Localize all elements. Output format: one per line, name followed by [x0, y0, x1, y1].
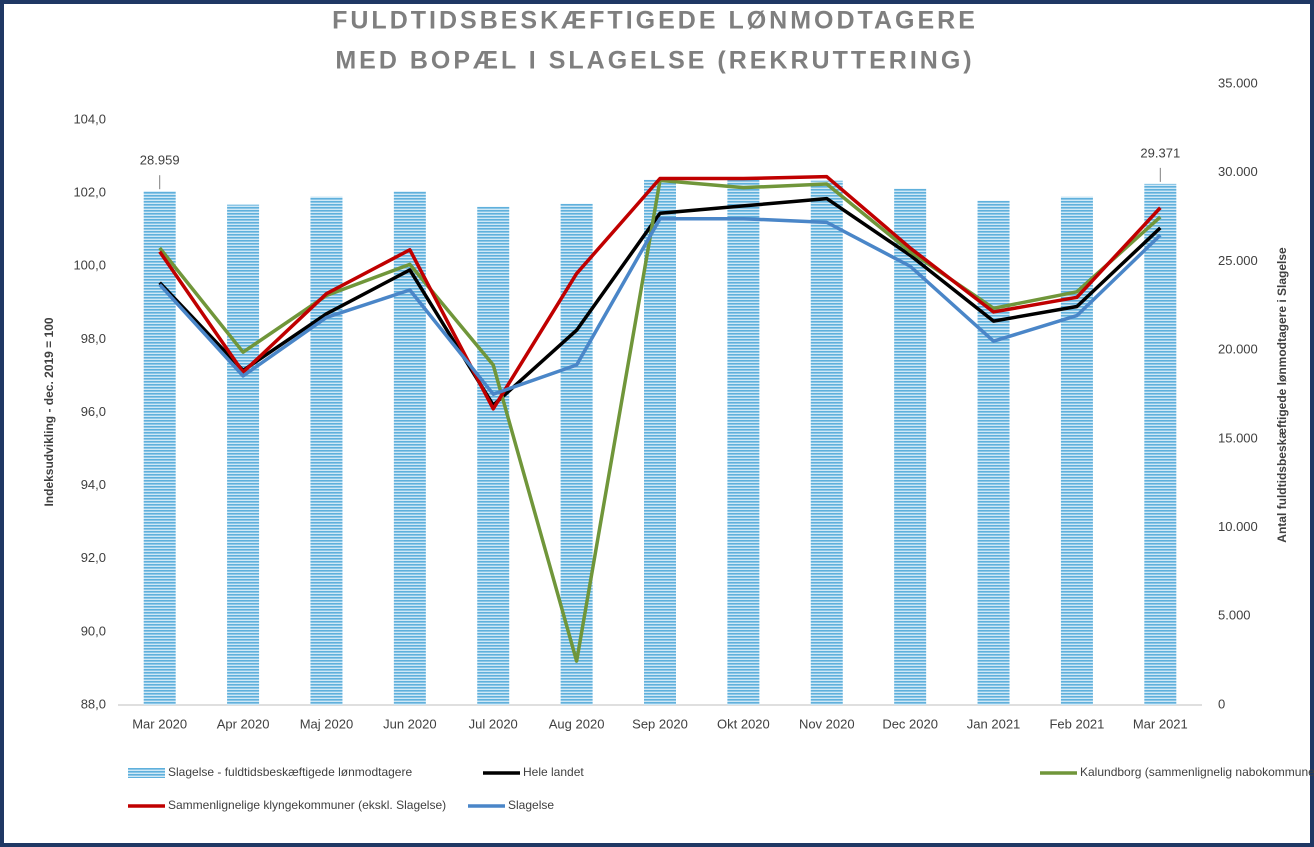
legend-label: Kalundborg (sammenlignelig nabokommune) — [1080, 765, 1314, 779]
data-label: 28.959 — [140, 153, 180, 168]
y2-tick-label: 20.000 — [1218, 342, 1258, 357]
y2-tick-label: 5.000 — [1218, 608, 1251, 623]
y2-axis-title: Antal fuldtidsbeskæftigede lønmodtagere … — [1275, 247, 1289, 543]
bar — [227, 204, 260, 705]
y-tick-label: 104,0 — [73, 111, 106, 126]
bar — [1060, 196, 1093, 705]
legend-swatch — [128, 768, 165, 778]
x-tick-label: Jan 2021 — [967, 716, 1021, 731]
chart-title: FULDTIDSBESKÆFTIGEDE LØNMODTAGERE — [332, 7, 978, 35]
y2-tick-label: 10.000 — [1218, 519, 1258, 534]
bar — [810, 180, 843, 705]
y2-tick-label: 35.000 — [1218, 75, 1258, 90]
bar — [143, 191, 176, 706]
bar — [727, 179, 760, 706]
y-axis-title: Indeksudvikling - dec. 2019 = 100 — [42, 317, 56, 506]
bar — [1144, 183, 1177, 706]
bar — [310, 196, 343, 705]
line — [158, 196, 1162, 407]
bar — [977, 200, 1010, 706]
y-tick-label: 92,0 — [81, 550, 106, 565]
y-tick-label: 88,0 — [81, 696, 106, 711]
x-tick-label: Mar 2021 — [1133, 716, 1188, 731]
x-tick-label: Jun 2020 — [383, 716, 437, 731]
y2-tick-label: 25.000 — [1218, 253, 1258, 268]
x-tick-label: Mar 2020 — [132, 716, 187, 731]
x-tick-label: Sep 2020 — [632, 716, 688, 731]
bar — [477, 206, 510, 705]
bar — [560, 203, 593, 705]
x-tick-label: Okt 2020 — [717, 716, 770, 731]
x-tick-label: Maj 2020 — [300, 716, 353, 731]
data-label: 29.371 — [1140, 145, 1180, 160]
bar — [644, 179, 676, 706]
x-tick-label: Feb 2021 — [1049, 716, 1104, 731]
x-tick-label: Apr 2020 — [217, 716, 270, 731]
x-tick-label: Jul 2020 — [469, 716, 518, 731]
line — [158, 216, 1162, 396]
y-tick-label: 96,0 — [81, 404, 106, 419]
line — [158, 174, 1162, 411]
y-tick-label: 102,0 — [73, 185, 106, 200]
y-tick-label: 100,0 — [73, 258, 106, 273]
legend-label: Slagelse — [508, 798, 554, 812]
y-tick-label: 90,0 — [81, 623, 106, 638]
x-tick-label: Dec 2020 — [882, 716, 938, 731]
y-tick-label: 94,0 — [81, 477, 106, 492]
y-tick-label: 98,0 — [81, 331, 106, 346]
y2-tick-label: 0 — [1218, 696, 1225, 711]
y2-tick-label: 30.000 — [1218, 164, 1258, 179]
x-tick-label: Nov 2020 — [799, 716, 855, 731]
y2-tick-label: 15.000 — [1218, 430, 1258, 445]
legend-label: Hele landet — [523, 765, 584, 779]
legend-label: Slagelse - fuldtidsbeskæftigede lønmodta… — [168, 765, 412, 779]
x-tick-label: Aug 2020 — [549, 716, 605, 731]
chart-title: MED BOPÆL I SLAGELSE (REKRUTTERING) — [335, 47, 974, 75]
legend-label: Sammenlignelige klyngekommuner (ekskl. S… — [168, 798, 446, 812]
